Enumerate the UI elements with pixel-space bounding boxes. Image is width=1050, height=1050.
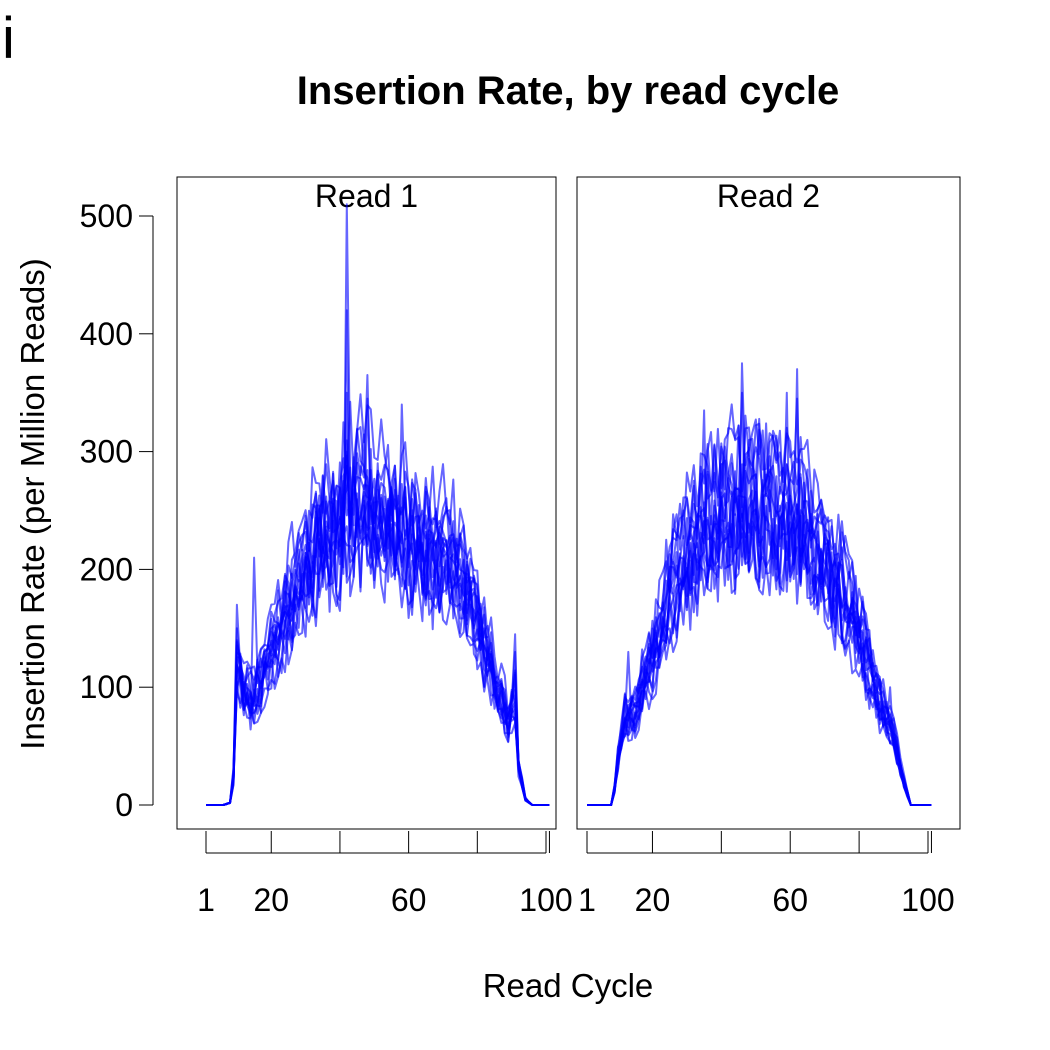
panel-read-2: Read 2 1 20 60 100 [576, 176, 961, 918]
panel-frame [576, 176, 961, 830]
x-axis-label: Read Cycle [483, 967, 654, 1004]
x-tick-label: 1 [578, 882, 596, 918]
series-line [587, 477, 932, 806]
y-tick-label: 0 [115, 787, 133, 823]
x-tick-label: 20 [253, 882, 289, 918]
figure-letter: i [2, 6, 15, 71]
panel-label: Read 2 [717, 178, 820, 214]
series-line [206, 463, 550, 806]
x-tick-label: 60 [772, 882, 808, 918]
panel-read-1: Read 1 1 20 60 100 [176, 176, 573, 918]
x-tick-label: 1 [197, 882, 215, 918]
x-tick-label: 100 [519, 882, 572, 918]
series-line [206, 393, 550, 806]
y-axis-label: Insertion Rate (per Million Reads) [14, 258, 51, 750]
y-tick-label: 400 [80, 316, 133, 352]
x-tick-label: 100 [901, 882, 954, 918]
series-line [587, 446, 932, 806]
panel-frame [176, 176, 557, 830]
y-tick-label: 500 [80, 198, 133, 234]
series-line [587, 414, 932, 806]
x-tick-label: 60 [391, 882, 427, 918]
series-line [587, 424, 932, 806]
series-line [587, 417, 932, 806]
chart-title: Insertion Rate, by read cycle [297, 69, 839, 113]
series-line [206, 499, 550, 806]
y-axis: 0 100 200 300 400 500 [80, 198, 154, 823]
y-tick-label: 200 [80, 551, 133, 587]
panel-label: Read 1 [315, 178, 418, 214]
x-tick-label: 20 [635, 882, 671, 918]
y-tick-label: 100 [80, 669, 133, 705]
y-tick-label: 300 [80, 434, 133, 470]
